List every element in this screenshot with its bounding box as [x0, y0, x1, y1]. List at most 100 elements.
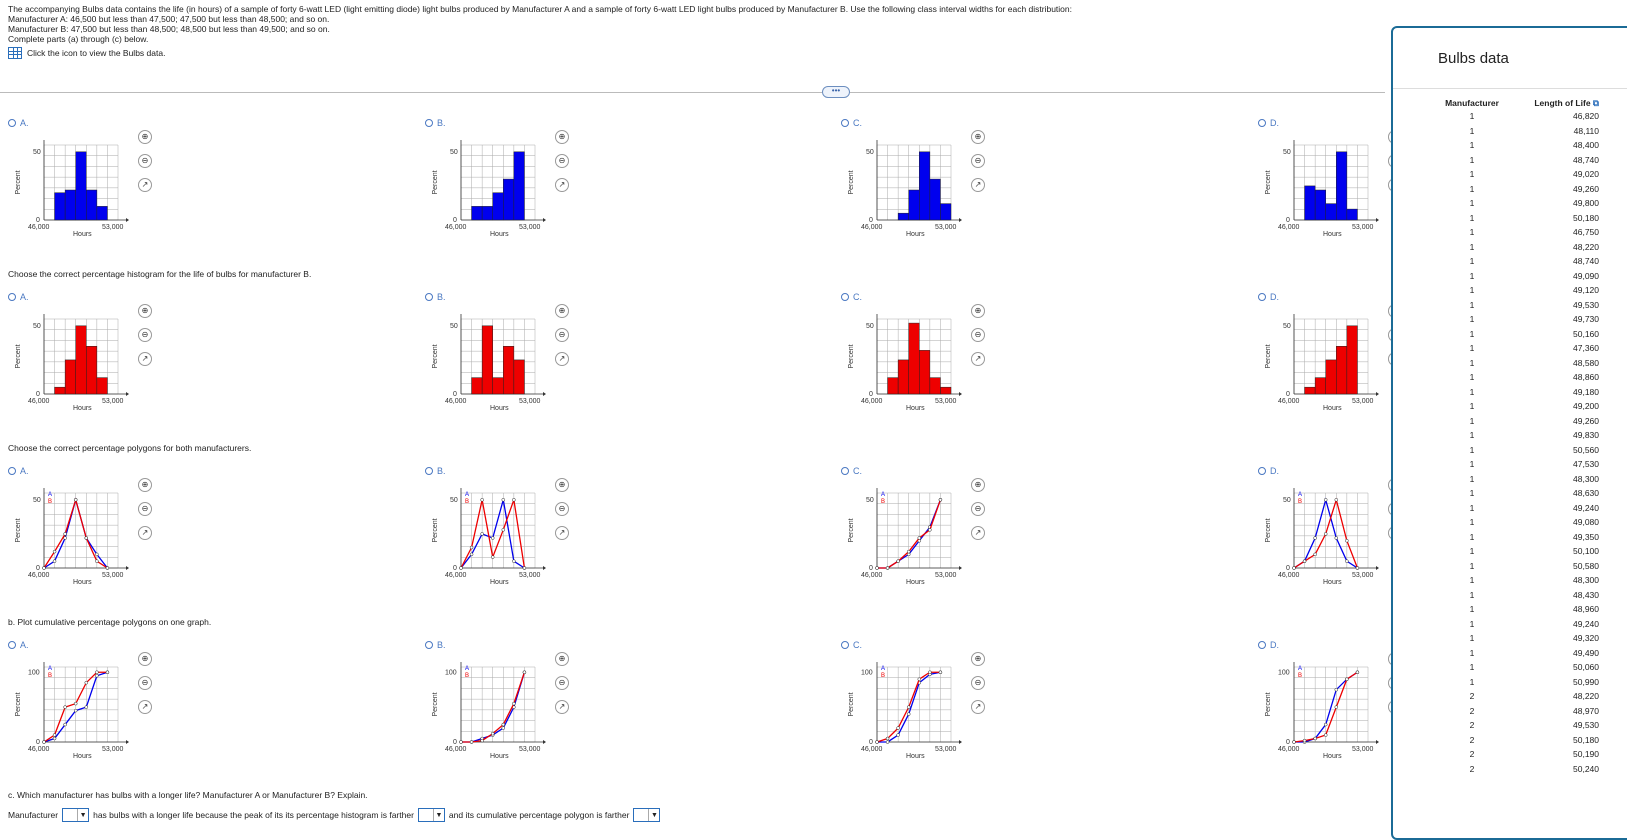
radio-button[interactable]: [1258, 293, 1266, 301]
zoom-in-icon[interactable]: ⊕: [971, 652, 985, 666]
radio-button[interactable]: [425, 467, 433, 475]
option-c-row-4[interactable]: C. 100 0 46,000 53,000 Hours Percent A B ⊕ ⊖ ↗: [841, 640, 1011, 780]
open-external-icon[interactable]: ↗: [555, 526, 569, 540]
table-icon[interactable]: [8, 47, 22, 59]
option-a-row-3[interactable]: A. 50 0 46,000 53,000 Hours Percent A B ⊕ ⊖ ↗: [8, 466, 178, 606]
open-external-icon[interactable]: ↗: [555, 700, 569, 714]
open-external-icon[interactable]: ↗: [138, 700, 152, 714]
open-external-icon[interactable]: ↗: [138, 526, 152, 540]
zoom-out-icon[interactable]: ⊖: [555, 676, 569, 690]
open-external-icon[interactable]: ↗: [138, 178, 152, 192]
option-label[interactable]: C.: [841, 118, 1011, 128]
option-c-row-3[interactable]: C. 50 0 46,000 53,000 Hours Percent A B ⊕ ⊖ ↗: [841, 466, 1011, 606]
radio-button[interactable]: [425, 293, 433, 301]
open-external-icon[interactable]: ↗: [971, 700, 985, 714]
option-label[interactable]: B.: [425, 292, 595, 302]
option-b-row-4[interactable]: B. 100 0 46,000 53,000 Hours Percent A B ⊕ ⊖ ↗: [425, 640, 595, 780]
view-data-link[interactable]: Click the icon to view the Bulbs data.: [8, 47, 1072, 59]
radio-button[interactable]: [1258, 467, 1266, 475]
option-label[interactable]: C.: [841, 640, 1011, 650]
view-data-link-text[interactable]: Click the icon to view the Bulbs data.: [27, 48, 166, 58]
zoom-out-icon[interactable]: ⊖: [138, 502, 152, 516]
option-label[interactable]: C.: [841, 466, 1011, 476]
radio-button[interactable]: [8, 467, 16, 475]
zoom-in-icon[interactable]: ⊕: [555, 130, 569, 144]
zoom-out-icon[interactable]: ⊖: [555, 502, 569, 516]
x-tick-label: 46,000: [1278, 746, 1300, 753]
option-label[interactable]: B.: [425, 466, 595, 476]
zoom-out-icon[interactable]: ⊖: [971, 502, 985, 516]
radio-button[interactable]: [8, 641, 16, 649]
zoom-out-icon[interactable]: ⊖: [971, 328, 985, 342]
option-label[interactable]: A.: [8, 640, 178, 650]
option-b-row-2[interactable]: B. 50 0 46,000 53,000 Hours Percent ⊕ ⊖ ↗: [425, 292, 595, 432]
option-label[interactable]: A.: [8, 292, 178, 302]
zoom-in-icon[interactable]: ⊕: [971, 478, 985, 492]
y-axis-label: Percent: [848, 170, 855, 194]
radio-button[interactable]: [1258, 119, 1266, 127]
zoom-out-icon[interactable]: ⊖: [555, 154, 569, 168]
open-external-icon[interactable]: ↗: [555, 178, 569, 192]
option-a-row-1[interactable]: A. 50 0 46,000 53,000 Hours Percent ⊕ ⊖ ↗: [8, 118, 178, 258]
radio-button[interactable]: [841, 467, 849, 475]
option-label[interactable]: D.: [1258, 118, 1428, 128]
zoom-in-icon[interactable]: ⊕: [555, 478, 569, 492]
option-c-row-1[interactable]: C. 50 0 46,000 53,000 Hours Percent ⊕ ⊖ ↗: [841, 118, 1011, 258]
option-label[interactable]: D.: [1258, 292, 1428, 302]
option-label[interactable]: D.: [1258, 466, 1428, 476]
radio-button[interactable]: [841, 293, 849, 301]
zoom-out-icon[interactable]: ⊖: [138, 328, 152, 342]
open-external-icon[interactable]: ↗: [138, 352, 152, 366]
polygon-direction-dropdown[interactable]: ▼: [633, 808, 661, 822]
zoom-out-icon[interactable]: ⊖: [555, 328, 569, 342]
zoom-in-icon[interactable]: ⊕: [971, 304, 985, 318]
open-external-icon[interactable]: ↗: [971, 352, 985, 366]
radio-button[interactable]: [8, 293, 16, 301]
manufacturer-dropdown[interactable]: ▼: [62, 808, 90, 822]
copy-icon[interactable]: ⧉: [1592, 98, 1599, 108]
radio-button[interactable]: [841, 119, 849, 127]
zoom-out-icon[interactable]: ⊖: [971, 676, 985, 690]
option-label[interactable]: B.: [425, 640, 595, 650]
option-label[interactable]: B.: [425, 118, 595, 128]
legend-a: A: [1298, 492, 1302, 498]
option-c-row-2[interactable]: C. 50 0 46,000 53,000 Hours Percent ⊕ ⊖ ↗: [841, 292, 1011, 432]
radio-button[interactable]: [841, 641, 849, 649]
zoom-in-icon[interactable]: ⊕: [971, 130, 985, 144]
dropdown-arrow-icon[interactable]: ▼: [432, 809, 444, 821]
option-b-row-3[interactable]: B. 50 0 46,000 53,000 Hours Percent A B ⊕ ⊖ ↗: [425, 466, 595, 606]
x-axis-arrow: [959, 392, 962, 396]
option-label[interactable]: C.: [841, 292, 1011, 302]
dropdown-arrow-icon[interactable]: ▼: [77, 809, 88, 821]
option-label[interactable]: A.: [8, 118, 178, 128]
x-axis-arrow: [1376, 218, 1379, 222]
chart-svg: 50 046,000 53,000 Hours Percent: [848, 140, 962, 238]
zoom-in-icon[interactable]: ⊕: [555, 652, 569, 666]
option-a-row-2[interactable]: A. 50 0 46,000 53,000 Hours Percent ⊕ ⊖ ↗: [8, 292, 178, 432]
x-axis-arrow: [1376, 740, 1379, 744]
option-b-row-1[interactable]: B. 50 0 46,000 53,000 Hours Percent ⊕ ⊖ ↗: [425, 118, 595, 258]
zoom-out-icon[interactable]: ⊖: [138, 154, 152, 168]
option-a-row-4[interactable]: A. 100 0 46,000 53,000 Hours Percent A B ⊕ ⊖ ↗: [8, 640, 178, 780]
radio-button[interactable]: [8, 119, 16, 127]
zoom-in-icon[interactable]: ⊕: [138, 304, 152, 318]
zoom-in-icon[interactable]: ⊕: [138, 130, 152, 144]
open-external-icon[interactable]: ↗: [971, 178, 985, 192]
open-external-icon[interactable]: ↗: [555, 352, 569, 366]
radio-button[interactable]: [425, 641, 433, 649]
dropdown-arrow-icon[interactable]: ▼: [648, 809, 659, 821]
zoom-out-icon[interactable]: ⊖: [138, 676, 152, 690]
open-external-icon[interactable]: ↗: [971, 526, 985, 540]
zoom-in-icon[interactable]: ⊕: [555, 304, 569, 318]
radio-button[interactable]: [1258, 641, 1266, 649]
histogram-direction-dropdown[interactable]: ▼: [417, 808, 445, 822]
zoom-in-icon[interactable]: ⊕: [138, 652, 152, 666]
more-button[interactable]: •••: [822, 86, 850, 98]
zoom-in-icon[interactable]: ⊕: [138, 478, 152, 492]
histogram-bar: [513, 359, 525, 395]
zoom-out-icon[interactable]: ⊖: [971, 154, 985, 168]
option-label[interactable]: D.: [1258, 640, 1428, 650]
radio-button[interactable]: [425, 119, 433, 127]
option-label[interactable]: A.: [8, 466, 178, 476]
